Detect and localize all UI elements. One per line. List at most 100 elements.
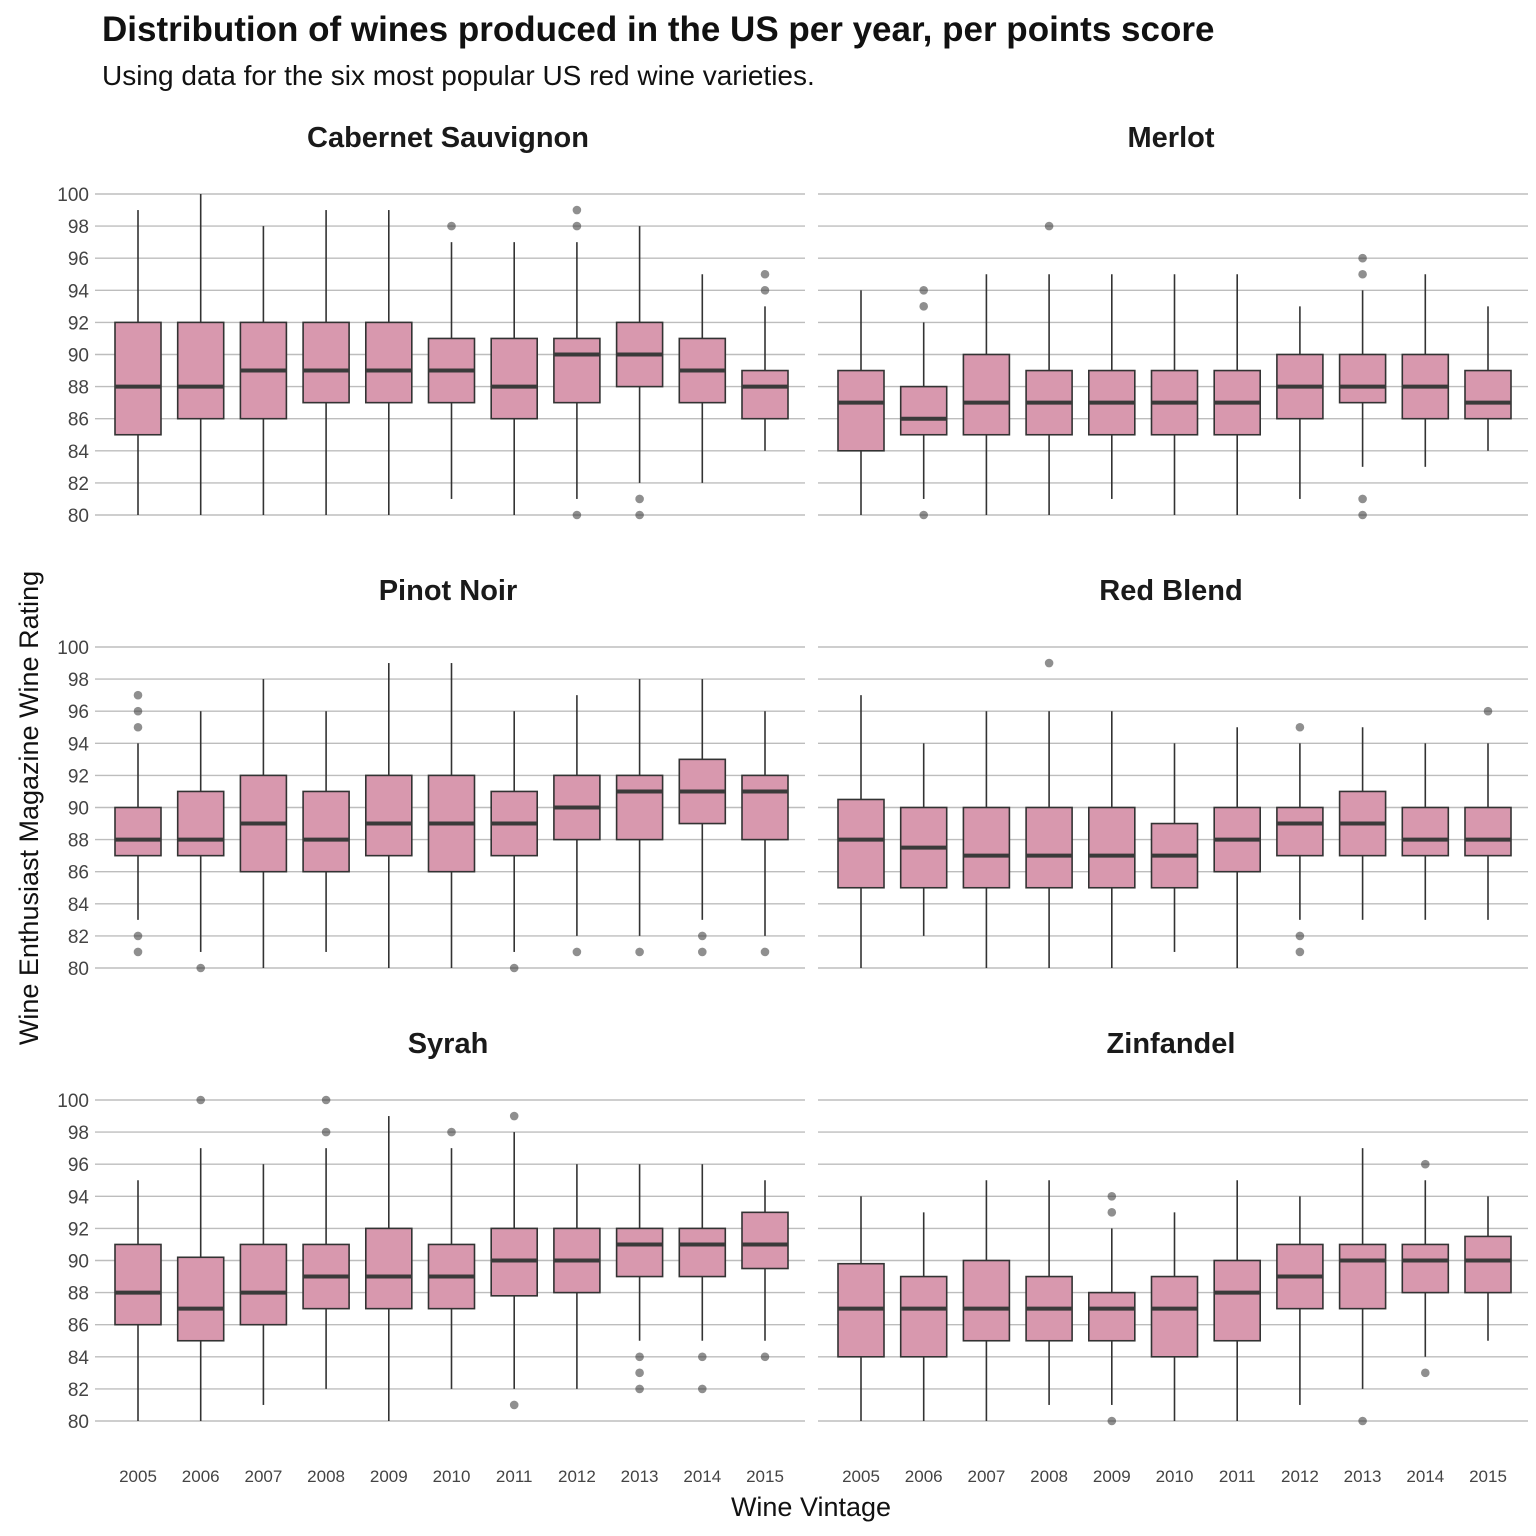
y-tick-label: 100 (57, 185, 89, 206)
box-2011 (1213, 1180, 1261, 1421)
box-2011 (490, 711, 539, 973)
box-2014 (1401, 274, 1450, 467)
iqr-box (176, 1256, 225, 1342)
y-tick-label: 90 (68, 346, 89, 367)
box-2010 (1150, 743, 1199, 952)
box-2015 (741, 1180, 789, 1362)
x-tick-label: 2015 (746, 1467, 784, 1486)
outlier-point (196, 963, 205, 973)
box-2005 (114, 210, 162, 515)
box-2014 (1401, 743, 1450, 920)
y-tick-label: 80 (68, 1412, 89, 1433)
outlier-point (321, 1095, 331, 1105)
x-tick-label: 2005 (842, 1467, 880, 1486)
y-tick-label: 92 (68, 313, 89, 334)
iqr-box (1276, 806, 1324, 857)
box-2009 (364, 663, 413, 968)
panel-title: Merlot (1128, 122, 1215, 154)
box-2015 (1464, 306, 1512, 451)
box-2007 (239, 1164, 288, 1405)
outlier-point (1295, 722, 1305, 732)
outlier-point (760, 1352, 770, 1362)
y-tick-label: 84 (68, 1348, 90, 1369)
y-tick-label: 100 (57, 638, 89, 659)
outlier-point (698, 931, 707, 941)
x-tick-label: 2007 (244, 1467, 282, 1486)
box-2009 (1088, 711, 1136, 968)
box-2014 (678, 274, 727, 483)
box-2013 (1338, 253, 1387, 520)
outlier-point (1358, 253, 1367, 263)
box-2010 (427, 221, 476, 499)
iqr-box (899, 1275, 948, 1358)
outlier-point (698, 1352, 707, 1362)
box-2007 (962, 274, 1011, 515)
box-2012 (1276, 722, 1324, 957)
outlier-point (1483, 706, 1493, 716)
box-2011 (490, 242, 539, 515)
iqr-box (837, 798, 885, 889)
x-tick-label: 2011 (1219, 1467, 1256, 1486)
iqr-box (1025, 806, 1073, 889)
iqr-box (837, 369, 885, 452)
box-2010 (1150, 1212, 1199, 1421)
x-tick-label: 2011 (496, 1467, 533, 1486)
box-2012 (1276, 1196, 1324, 1405)
y-tick-label: 96 (68, 1155, 89, 1176)
panel-red-blend: Red Blend (818, 575, 1528, 969)
y-tick-label: 98 (68, 217, 89, 238)
panel-cabernet-sauvignon: Cabernet Sauvignon 80 82 84 86 88 90 92 94 96 98 10… (57, 122, 805, 527)
y-tick-label: 86 (68, 410, 89, 431)
outlier-point (919, 510, 928, 520)
iqr-box (1150, 1275, 1199, 1358)
outlier-point (635, 1352, 644, 1362)
iqr-box (741, 369, 789, 420)
outlier-point (919, 286, 928, 295)
box-2011 (1213, 727, 1261, 968)
outlier-point (698, 1384, 707, 1394)
outlier-point (133, 690, 143, 700)
outlier-point (1358, 510, 1367, 520)
box-2011 (490, 1111, 539, 1410)
y-tick-label: 96 (68, 702, 89, 723)
y-tick-label: 82 (68, 1380, 89, 1401)
box-2009 (364, 210, 413, 515)
outlier-point (509, 1111, 519, 1121)
box-2012 (553, 695, 601, 957)
x-tick-label: 2005 (119, 1467, 157, 1486)
box-2008 (1025, 1180, 1073, 1405)
iqr-box (1401, 1243, 1450, 1294)
outlier-point (1044, 221, 1054, 231)
outlier-point (133, 722, 143, 732)
chart-title: Distribution of wines produced in the US… (102, 10, 1215, 49)
box-2007 (962, 1180, 1011, 1421)
iqr-box (364, 1227, 413, 1310)
y-tick-label: 86 (68, 1316, 89, 1337)
iqr-box (114, 321, 162, 436)
box-2015 (741, 711, 789, 957)
box-2013 (615, 679, 664, 957)
x-tick-label: 2012 (558, 1467, 596, 1486)
iqr-box (302, 321, 350, 404)
outlier-point (509, 963, 519, 973)
outlier-point (1107, 1192, 1117, 1201)
iqr-box (114, 806, 162, 857)
panel-title: Cabernet Sauvignon (307, 122, 589, 154)
iqr-box (962, 353, 1011, 436)
iqr-box (615, 1227, 664, 1278)
iqr-box (1088, 1291, 1136, 1342)
iqr-box (302, 790, 350, 873)
outlier-point (133, 947, 143, 957)
outlier-point (1107, 1208, 1117, 1217)
box-2006 (899, 286, 948, 520)
box-2013 (1338, 727, 1387, 920)
box-2006 (899, 1212, 948, 1421)
outlier-point (1295, 931, 1305, 941)
outlier-point (133, 931, 143, 941)
x-axis-title: Wine Vintage (731, 1492, 891, 1522)
box-2013 (615, 1164, 664, 1394)
panel-zinfandel: Zinfandel 2005 2006 2007 2008 2009 2010 2011 201… (818, 1028, 1528, 1486)
iqr-box (114, 1243, 162, 1326)
y-tick-label: 94 (68, 281, 90, 302)
